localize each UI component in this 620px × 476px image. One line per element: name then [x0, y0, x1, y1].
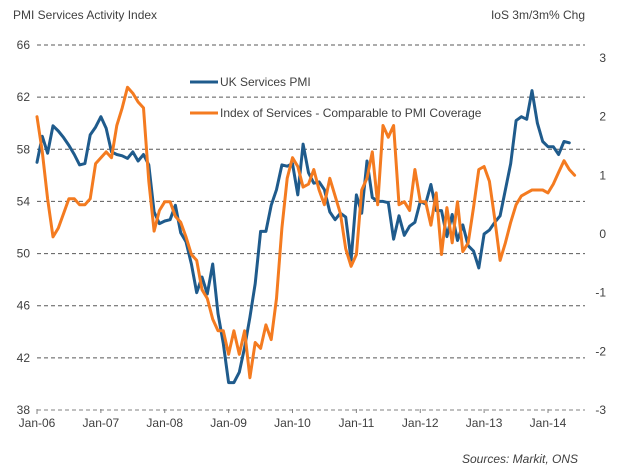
left-y-tick-label: 66: [17, 38, 31, 52]
source-note: Sources: Markit, ONS: [461, 452, 578, 466]
x-tick-label: Jan-08: [146, 416, 183, 430]
series-lines: [35, 85, 577, 385]
right-y-tick-label: 0: [599, 227, 606, 241]
x-tick-label: Jan-14: [530, 416, 567, 430]
right-y-tick-label: 3: [599, 51, 606, 65]
left-y-tick-label: 38: [17, 403, 31, 417]
left-axis-title: PMI Services Activity Index: [13, 8, 158, 22]
x-axis: Jan-06 Jan-07 Jan-08 Jan-09 Jan-10 Jan-11 Jan-…: [19, 409, 567, 430]
legend-label-pmi: UK Services PMI: [220, 75, 311, 89]
left-y-tick-label: 62: [17, 90, 31, 104]
right-y-axis: -3 -2 -1 0 1 2 3: [595, 51, 606, 417]
series-line-index-of-services: [35, 85, 577, 380]
x-tick-label: Jan-06: [19, 416, 56, 430]
x-tick-label: Jan-09: [210, 416, 247, 430]
legend-label-ios: Index of Services - Comparable to PMI Co…: [220, 106, 482, 120]
left-y-tick-label: 42: [17, 351, 31, 365]
x-tick-label: Jan-10: [274, 416, 311, 430]
series-line-uk-services-pmi: [35, 89, 571, 385]
right-y-tick-label: -2: [595, 344, 606, 358]
left-y-tick-label: 58: [17, 142, 31, 156]
right-y-tick-label: 2: [599, 110, 606, 124]
x-tick-label: Jan-07: [83, 416, 120, 430]
x-tick-label: Jan-12: [402, 416, 439, 430]
right-y-tick-label: -3: [595, 403, 606, 417]
legend: UK Services PMI Index of Services - Comp…: [190, 75, 482, 120]
x-tick-label: Jan-13: [466, 416, 503, 430]
left-y-axis: 38 42 46 50 54 58 62 66: [17, 38, 31, 417]
left-y-tick-label: 54: [17, 194, 31, 208]
right-axis-title: IoS 3m/3m% Chg: [490, 8, 585, 22]
left-y-tick-label: 46: [17, 299, 31, 313]
x-tick-label: Jan-11: [338, 416, 374, 430]
left-y-tick-label: 50: [17, 247, 31, 261]
right-y-tick-label: -1: [595, 286, 606, 300]
right-y-tick-label: 1: [599, 168, 606, 182]
gridlines: [37, 44, 585, 411]
